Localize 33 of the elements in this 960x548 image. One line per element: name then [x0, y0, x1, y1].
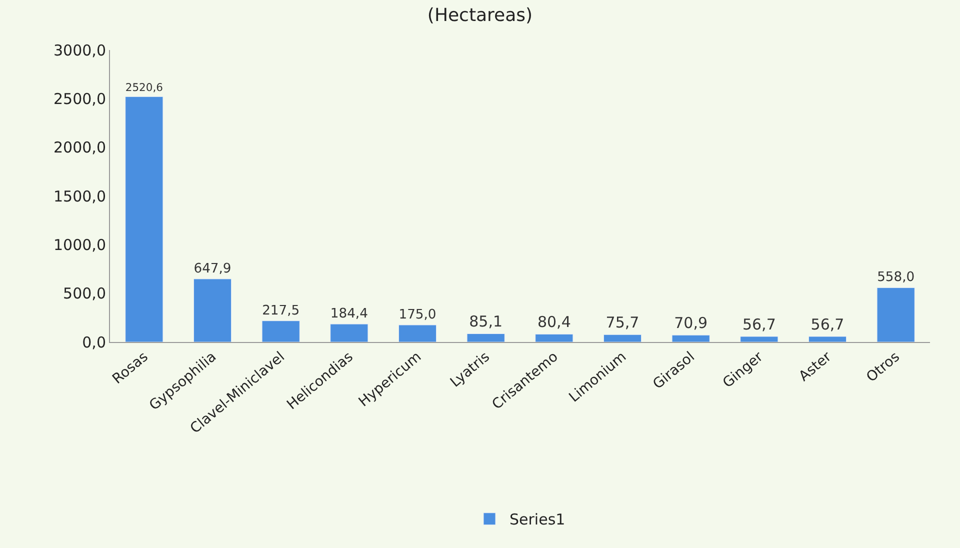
- data-label: 85,1: [469, 312, 503, 331]
- bar: [535, 334, 574, 342]
- data-label: 70,9: [674, 314, 708, 332]
- data-label: 80,4: [537, 313, 571, 332]
- bar: [603, 334, 642, 342]
- data-label: 217,5: [262, 303, 300, 318]
- y-tick-label: 3000,0: [54, 41, 106, 60]
- y-tick-label: 2500,0: [54, 90, 106, 108]
- legend-label: Series1: [510, 510, 566, 529]
- bar: [193, 278, 232, 342]
- chart-title: (Hectareas): [427, 4, 533, 26]
- data-label: 56,7: [742, 315, 776, 334]
- y-tick-label: 2000,0: [54, 138, 106, 157]
- bar: [808, 336, 847, 342]
- data-label: 647,9: [194, 261, 232, 276]
- data-label: 175,0: [398, 307, 436, 322]
- data-label: 56,7: [810, 315, 844, 334]
- bar: [740, 336, 778, 342]
- bar: [262, 320, 300, 342]
- bar: [398, 324, 437, 342]
- bar: [672, 334, 710, 342]
- y-tick-label: 0,0: [82, 333, 106, 352]
- bar: [876, 287, 915, 342]
- bar: [330, 324, 368, 342]
- data-label: 558,0: [877, 270, 915, 286]
- y-tick-label: 1500,0: [54, 187, 106, 206]
- bar: [125, 96, 164, 342]
- y-tick-label: 500,0: [63, 284, 106, 303]
- data-label: 75,7: [606, 314, 640, 332]
- y-tick-label: 1000,0: [54, 236, 106, 254]
- data-label: 184,4: [330, 306, 368, 322]
- data-label: 2520,6: [125, 80, 164, 94]
- bar: [466, 333, 505, 342]
